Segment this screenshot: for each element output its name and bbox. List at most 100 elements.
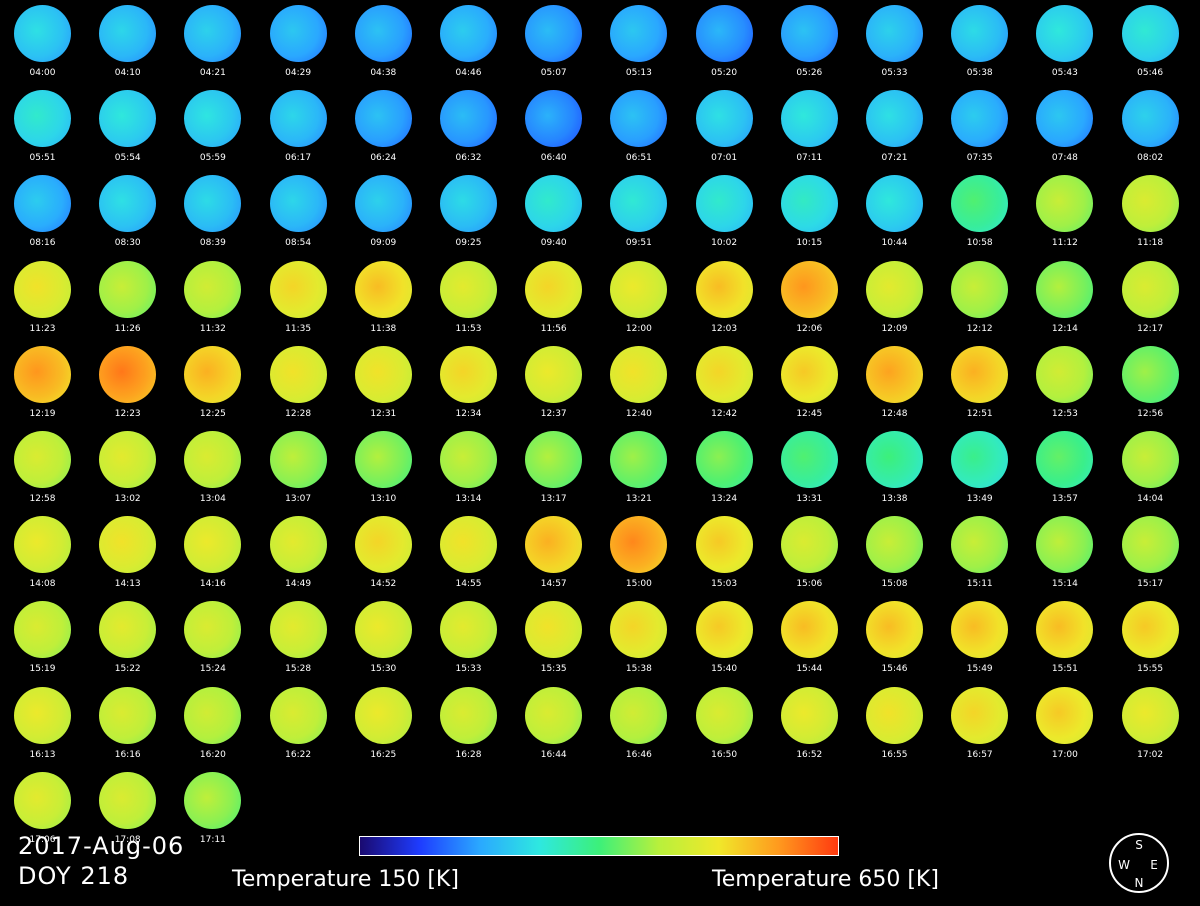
time-label: 05:43 — [1051, 68, 1078, 78]
sky-disk — [269, 345, 327, 403]
sky-disk — [695, 431, 753, 488]
sky-disk — [1121, 431, 1179, 488]
sky-disk — [99, 601, 157, 659]
sky-disk — [1036, 345, 1094, 403]
sky-disk — [951, 601, 1009, 659]
sky-disk — [184, 5, 242, 62]
sky-disk — [866, 345, 923, 403]
time-label: 05:46 — [1137, 68, 1164, 78]
time-label: 16:52 — [796, 749, 823, 760]
sky-disk — [610, 601, 668, 659]
sky-disk — [354, 5, 412, 62]
time-label: 10:02 — [711, 238, 738, 249]
time-label: 12:12 — [966, 323, 993, 334]
time-label: 15:35 — [540, 664, 567, 675]
time-label: 12:17 — [1137, 323, 1164, 334]
sky-disk — [610, 686, 668, 744]
sky-disk — [1121, 516, 1179, 574]
sky-disk — [440, 345, 497, 403]
time-label: 12:00 — [625, 323, 652, 334]
compass-west: W — [1118, 858, 1130, 872]
time-label: 13:07 — [285, 494, 312, 504]
sky-disk — [866, 686, 923, 744]
time-label: 16:46 — [625, 749, 652, 760]
time-label: 12:53 — [1051, 408, 1078, 419]
time-label: 12:31 — [370, 408, 397, 419]
sky-disk — [14, 90, 71, 148]
time-label: 16:16 — [114, 749, 141, 760]
sky-disk — [525, 516, 583, 574]
sky-disk — [354, 175, 412, 233]
time-label: 15:17 — [1137, 579, 1164, 590]
sky-disk — [525, 260, 583, 318]
time-label: 16:25 — [370, 749, 397, 760]
sky-disk — [1121, 345, 1179, 403]
sky-disk — [695, 601, 753, 659]
sky-disk — [99, 5, 157, 62]
sky-disk — [525, 686, 583, 744]
time-label: 11:32 — [199, 323, 226, 334]
sky-disk — [866, 90, 923, 148]
time-label: 11:53 — [455, 323, 482, 334]
time-label: 09:51 — [625, 238, 652, 249]
sky-disk — [866, 516, 923, 574]
sky-disk — [525, 5, 583, 62]
time-label: 15:30 — [370, 664, 397, 675]
sky-disk — [14, 345, 71, 403]
sky-disk — [610, 175, 668, 233]
time-label: 13:21 — [625, 494, 652, 504]
sky-disk — [610, 260, 668, 318]
sky-disk — [525, 175, 583, 233]
time-label: 09:40 — [540, 238, 567, 249]
sky-disk — [866, 260, 923, 318]
time-label: 04:29 — [285, 68, 312, 78]
sky-disk — [695, 5, 753, 62]
time-label: 15:06 — [796, 579, 823, 590]
sky-disk — [354, 686, 412, 744]
time-label: 14:52 — [370, 579, 397, 590]
sky-disk — [440, 516, 497, 574]
time-label: 15:38 — [625, 664, 652, 675]
time-label: 09:25 — [455, 238, 482, 249]
colorbar-min-label: Temperature 150 [K] — [232, 867, 459, 892]
sky-disk — [99, 431, 157, 488]
compass-north: N — [1135, 876, 1144, 890]
time-label: 12:37 — [540, 408, 567, 419]
sky-disk — [695, 516, 753, 574]
sky-disk — [354, 345, 412, 403]
time-label: 15:51 — [1051, 664, 1078, 675]
time-label: 12:34 — [455, 408, 482, 419]
sky-disk — [440, 175, 497, 233]
time-label: 16:22 — [285, 749, 312, 760]
time-label: 11:38 — [370, 323, 397, 334]
sky-disk — [269, 5, 327, 62]
sky-disk — [525, 345, 583, 403]
time-label: 13:49 — [966, 494, 993, 504]
time-label: 14:57 — [540, 579, 567, 590]
temperature-colorbar — [359, 836, 839, 856]
time-label: 08:54 — [285, 238, 312, 249]
sky-disk — [354, 601, 412, 659]
time-label: 09:09 — [370, 238, 397, 249]
time-label: 13:04 — [199, 494, 226, 504]
time-label: 15:22 — [114, 664, 141, 675]
time-label: 06:24 — [370, 153, 397, 164]
time-label: 16:55 — [881, 749, 908, 760]
time-label: 13:17 — [540, 494, 567, 504]
sky-disk — [610, 516, 668, 574]
sky-disk — [1121, 686, 1179, 744]
sky-disk — [269, 601, 327, 659]
time-label: 12:03 — [711, 323, 738, 334]
sky-disk — [269, 90, 327, 148]
sky-disk — [184, 175, 242, 233]
sky-disk — [14, 175, 71, 233]
time-label: 12:42 — [711, 408, 738, 419]
time-label: 15:33 — [455, 664, 482, 675]
time-label: 07:01 — [711, 153, 738, 164]
time-label: 08:02 — [1137, 153, 1164, 164]
sky-disk — [440, 601, 497, 659]
sky-disk — [184, 90, 242, 148]
sky-disk — [269, 260, 327, 318]
time-label: 14:13 — [114, 579, 141, 590]
time-label: 06:17 — [285, 153, 312, 164]
